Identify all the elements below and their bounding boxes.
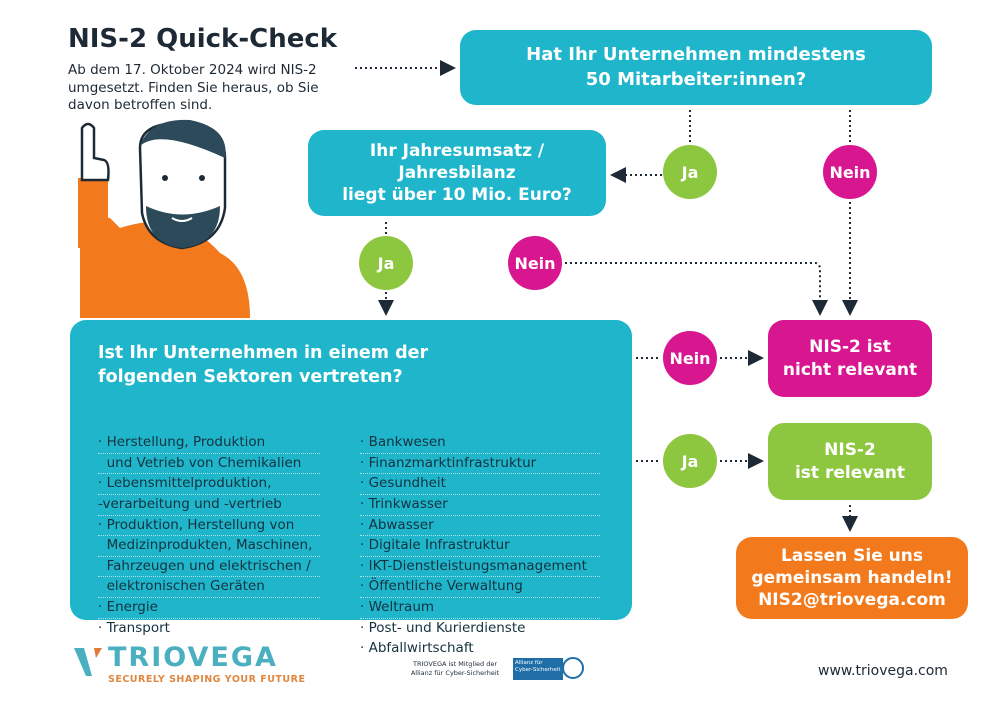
yes-circle: Ja [663,145,717,199]
result-line: ist relevant [794,462,906,483]
question-revenue: Ihr Jahresumsatz / Jahresbilanz liegt über… [308,130,606,216]
sector-item: · Öffentliche Verwaltung [360,577,600,598]
call-to-action: Lassen Sie uns gemeinsam handeln! NIS2@tri… [736,537,968,619]
sector-item: · Bankwesen [360,433,600,454]
result-line: nicht relevant [782,359,918,380]
acs-badge-icon [562,657,584,679]
no-circle: Nein [823,145,877,199]
person-illustration [78,119,250,318]
result-relevant: NIS-2 ist relevant [768,423,932,500]
subtitle: Ab dem 17. Oktober 2024 wird NIS-2 umges… [68,62,319,114]
result-not-relevant: NIS-2 ist nicht relevant [768,320,932,397]
q1-line: Hat Ihr Unternehmen mindestens [526,44,866,66]
member-line: TRIOVEGA ist Mitglied der [412,660,497,668]
cta-line: gemeinsam handeln! [751,567,953,588]
result-line: NIS-2 [824,439,876,460]
q2-line: Jahresbilanz [398,162,516,183]
website-link[interactable]: www.triovega.com [818,663,948,679]
yes-circle: Ja [359,236,413,290]
sector-item: elektronischen Geräten [98,577,320,598]
sector-item: · Finanzmarktinfrastruktur [360,454,600,475]
sector-item: · IKT-Dienstleistungsmanagement [360,557,600,578]
q3-line: Ist Ihr Unternehmen in einem der [98,343,429,363]
q3-line: folgenden Sektoren vertreten? [98,366,403,387]
sector-item: · Gesundheit [360,474,600,495]
q1-line: 50 Mitarbeiter:innen? [585,68,807,90]
yes-circle: Ja [663,434,717,488]
sector-item: Medizinprodukten, Maschinen, [98,536,320,557]
q2-line: liegt über 10 Mio. Euro? [342,185,572,206]
sector-item: Fahrzeugen und elektrischen / [98,557,320,578]
sector-item: · Trinkwasser [360,495,600,516]
question-employees: Hat Ihr Unternehmen mindestens 50 Mitarbe… [460,30,932,105]
sector-item: · Energie [98,598,320,619]
logo-text: TRIOVEGA [108,642,278,673]
logo-tagline: SECURELY SHAPING YOUR FUTURE [108,674,306,685]
no-circle: Nein [663,331,717,385]
sector-item: · Lebensmittelproduktion, [98,474,320,495]
sector-item: · Weltraum [360,598,600,619]
sector-item: und Vetrieb von Chemikalien [98,454,320,475]
sector-item: -verarbeitung und -vertrieb [98,495,320,516]
sector-item: · Abfallwirtschaft [360,639,600,660]
cta-line: Lassen Sie uns [781,545,923,566]
sectors-right: · Bankwesen · Finanzmarktinfrastruktur · G… [360,394,600,699]
sector-item: · Herstellung, Produktion [98,433,320,454]
membership-note: TRIOVEGA ist Mitglied der Allianz für Cyb… [405,660,505,678]
sector-item: · Transport [98,619,320,640]
sector-item: · Abwasser [360,516,600,537]
sector-item: · Produktion, Herstellung von [98,516,320,537]
member-line: Allianz für Cyber-Sicherheit [410,669,500,678]
q2-line: Ihr Jahresumsatz / [369,140,545,161]
no-circle: Nein [508,236,562,290]
acs-badge: Allianz für Cyber-Sicherheit [513,658,563,680]
result-line: NIS-2 ist [809,336,891,357]
sectors-left: · Herstellung, Produktion und Vetrieb vo… [98,394,320,678]
logo-v-icon [74,648,102,676]
sector-item: · Post- und Kurierdienste [360,619,600,640]
contact-email-link[interactable]: NIS2@triovega.com [758,590,946,611]
sector-item: · Digitale Infrastruktur [360,536,600,557]
question-sectors: Ist Ihr Unternehmen in einem der folgende… [70,320,632,660]
page-title: NIS-2 Quick-Check [68,24,338,54]
